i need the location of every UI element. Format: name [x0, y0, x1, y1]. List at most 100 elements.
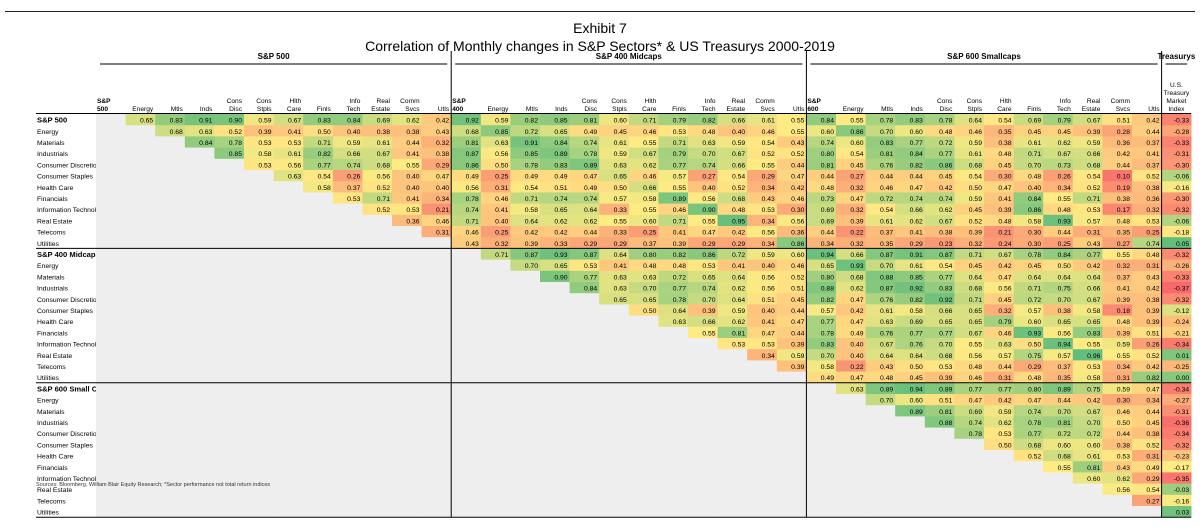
heatmap-cell: [1013, 282, 1044, 294]
heatmap-cell-empty: [569, 394, 600, 406]
heatmap-cell-value: 0.62: [939, 207, 952, 214]
heatmap-cell-value: 0.48: [939, 129, 952, 136]
heatmap-cell: [332, 136, 363, 148]
heatmap-cell-empty: [125, 270, 156, 283]
heatmap-cell-value: 0.38: [939, 230, 952, 237]
column-header-label: Info: [705, 98, 716, 105]
heatmap-cell: [836, 192, 866, 204]
heatmap-cell-empty: [362, 349, 393, 361]
heatmap-cell-empty: [599, 349, 630, 361]
heatmap-cell: [865, 304, 896, 316]
heatmap-cell-value: 0.51: [1146, 330, 1159, 337]
heatmap-cell-value: 0.53: [673, 129, 686, 136]
heatmap-cell-value: 0.52: [1087, 185, 1100, 192]
heatmap-cell-value: 0.74: [910, 196, 923, 203]
heatmap-cell: [1072, 427, 1103, 440]
heatmap-cell: [1013, 293, 1044, 305]
heatmap-cell: [688, 237, 718, 249]
heatmap-cell-empty: [332, 248, 363, 260]
heatmap-cell: [895, 259, 926, 272]
heatmap-cell-value: 0.64: [1058, 274, 1071, 281]
heatmap-cell-empty: [510, 506, 541, 518]
heatmap-cell: [392, 181, 422, 193]
heatmap-cell-empty: [451, 461, 482, 473]
heatmap-cell-value: 0.30: [998, 174, 1011, 181]
heatmap-cell-value: 0.55: [1117, 353, 1130, 360]
heatmap-cell-value: 0.53: [258, 162, 271, 169]
heatmap-cell: [1043, 181, 1074, 193]
heatmap-cell-empty: [480, 461, 511, 473]
heatmap-cell-empty: [96, 158, 126, 171]
heatmap-cell-value: 0.41: [732, 263, 745, 270]
heatmap-cell-value: 0.44: [998, 364, 1011, 371]
heatmap-cell-empty: [392, 315, 422, 328]
heatmap-cell-empty: [155, 136, 186, 148]
table-row: Consumer Discretionary 0.65 0.65 0.78 0.70 0.…: [37, 293, 1192, 305]
group-headers: S&P 500 S&P 400 Midcaps S&P 600 Smallcaps T…: [100, 52, 1196, 65]
heatmap-cell: [332, 114, 363, 126]
heatmap-cell-value: 0.94: [910, 386, 923, 393]
heatmap-cell-empty: [184, 506, 215, 518]
heatmap-cell-value: 0.60: [791, 252, 804, 259]
heatmap-cell-empty: [540, 315, 570, 328]
heatmap-cell-empty: [895, 438, 926, 451]
heatmap-cell: [776, 248, 807, 260]
heatmap-cell: [1072, 259, 1103, 272]
heatmap-cell: [984, 438, 1014, 451]
heatmap-cell-empty: [451, 394, 482, 406]
heatmap-cell: [658, 248, 689, 260]
heatmap-cell: [569, 214, 600, 227]
heatmap-cell-value: 0.62: [998, 420, 1011, 427]
heatmap-cell-value: 0.40: [732, 129, 745, 136]
heatmap-cell-value: 0.65: [554, 263, 567, 270]
heatmap-cell-empty: [125, 237, 156, 249]
heatmap-cell-empty: [244, 259, 274, 272]
table-row: Telecoms 0.31 0.46 0.25 0.42 0.42 0.44 0.33 0.25…: [37, 226, 1192, 238]
heatmap-cell: [569, 158, 600, 171]
heatmap-cell-empty: [303, 293, 334, 305]
heatmap-cell-empty: [421, 315, 452, 328]
heatmap-cell-value: 0.31: [436, 230, 449, 237]
heatmap-cell: [865, 259, 896, 272]
heatmap-cell-empty: [96, 405, 126, 417]
heatmap-cell: [362, 203, 393, 216]
heatmap-cell: [776, 226, 807, 238]
heatmap-cell: [806, 192, 837, 204]
heatmap-cell: [806, 293, 837, 305]
heatmap-cell-value: 0.47: [1028, 398, 1041, 405]
heatmap-cell: [865, 360, 896, 372]
heatmap-cell-empty: [688, 483, 718, 496]
heatmap-cell: [1132, 416, 1162, 428]
heatmap-cell-empty: [155, 248, 186, 260]
heatmap-cell: [806, 125, 837, 137]
column-header-label: S&P: [807, 98, 821, 105]
heatmap-cell-value: -0.33: [1174, 274, 1190, 281]
heatmap-cell-value: 0.22: [850, 364, 863, 371]
column-header-label: 500: [97, 106, 108, 113]
heatmap-cell-empty: [244, 472, 274, 484]
heatmap-cell: [806, 304, 837, 316]
heatmap-cell: [1043, 226, 1074, 238]
heatmap-cell: [924, 125, 955, 137]
heatmap-cell-empty: [184, 416, 215, 428]
heatmap-cell-value: 0.62: [643, 162, 656, 169]
heatmap-cell-empty: [747, 416, 778, 428]
heatmap-cell: [984, 114, 1014, 126]
heatmap-cell-value: -0.12: [1174, 308, 1190, 315]
heatmap-cell-value: 0.55: [969, 342, 982, 349]
heatmap-cell-empty: [895, 416, 926, 428]
heatmap-cell-value: 0.90: [229, 118, 242, 125]
heatmap-cell-value: 0.44: [821, 230, 834, 237]
heatmap-cell-empty: [125, 461, 156, 473]
heatmap-cell-value: -0.31: [1174, 409, 1190, 416]
heatmap-cell-value: 0.61: [910, 263, 923, 270]
column-header-label: Treasury: [1164, 90, 1190, 97]
heatmap-cell-empty: [214, 158, 245, 171]
heatmap-cell-value: 0.65: [643, 297, 656, 304]
heatmap-cell: [480, 248, 511, 260]
heatmap-cell: [510, 192, 541, 204]
heatmap-cell-empty: [362, 438, 393, 451]
column-header-label: Utls: [1148, 106, 1160, 113]
heatmap-cell-empty: [184, 293, 215, 305]
